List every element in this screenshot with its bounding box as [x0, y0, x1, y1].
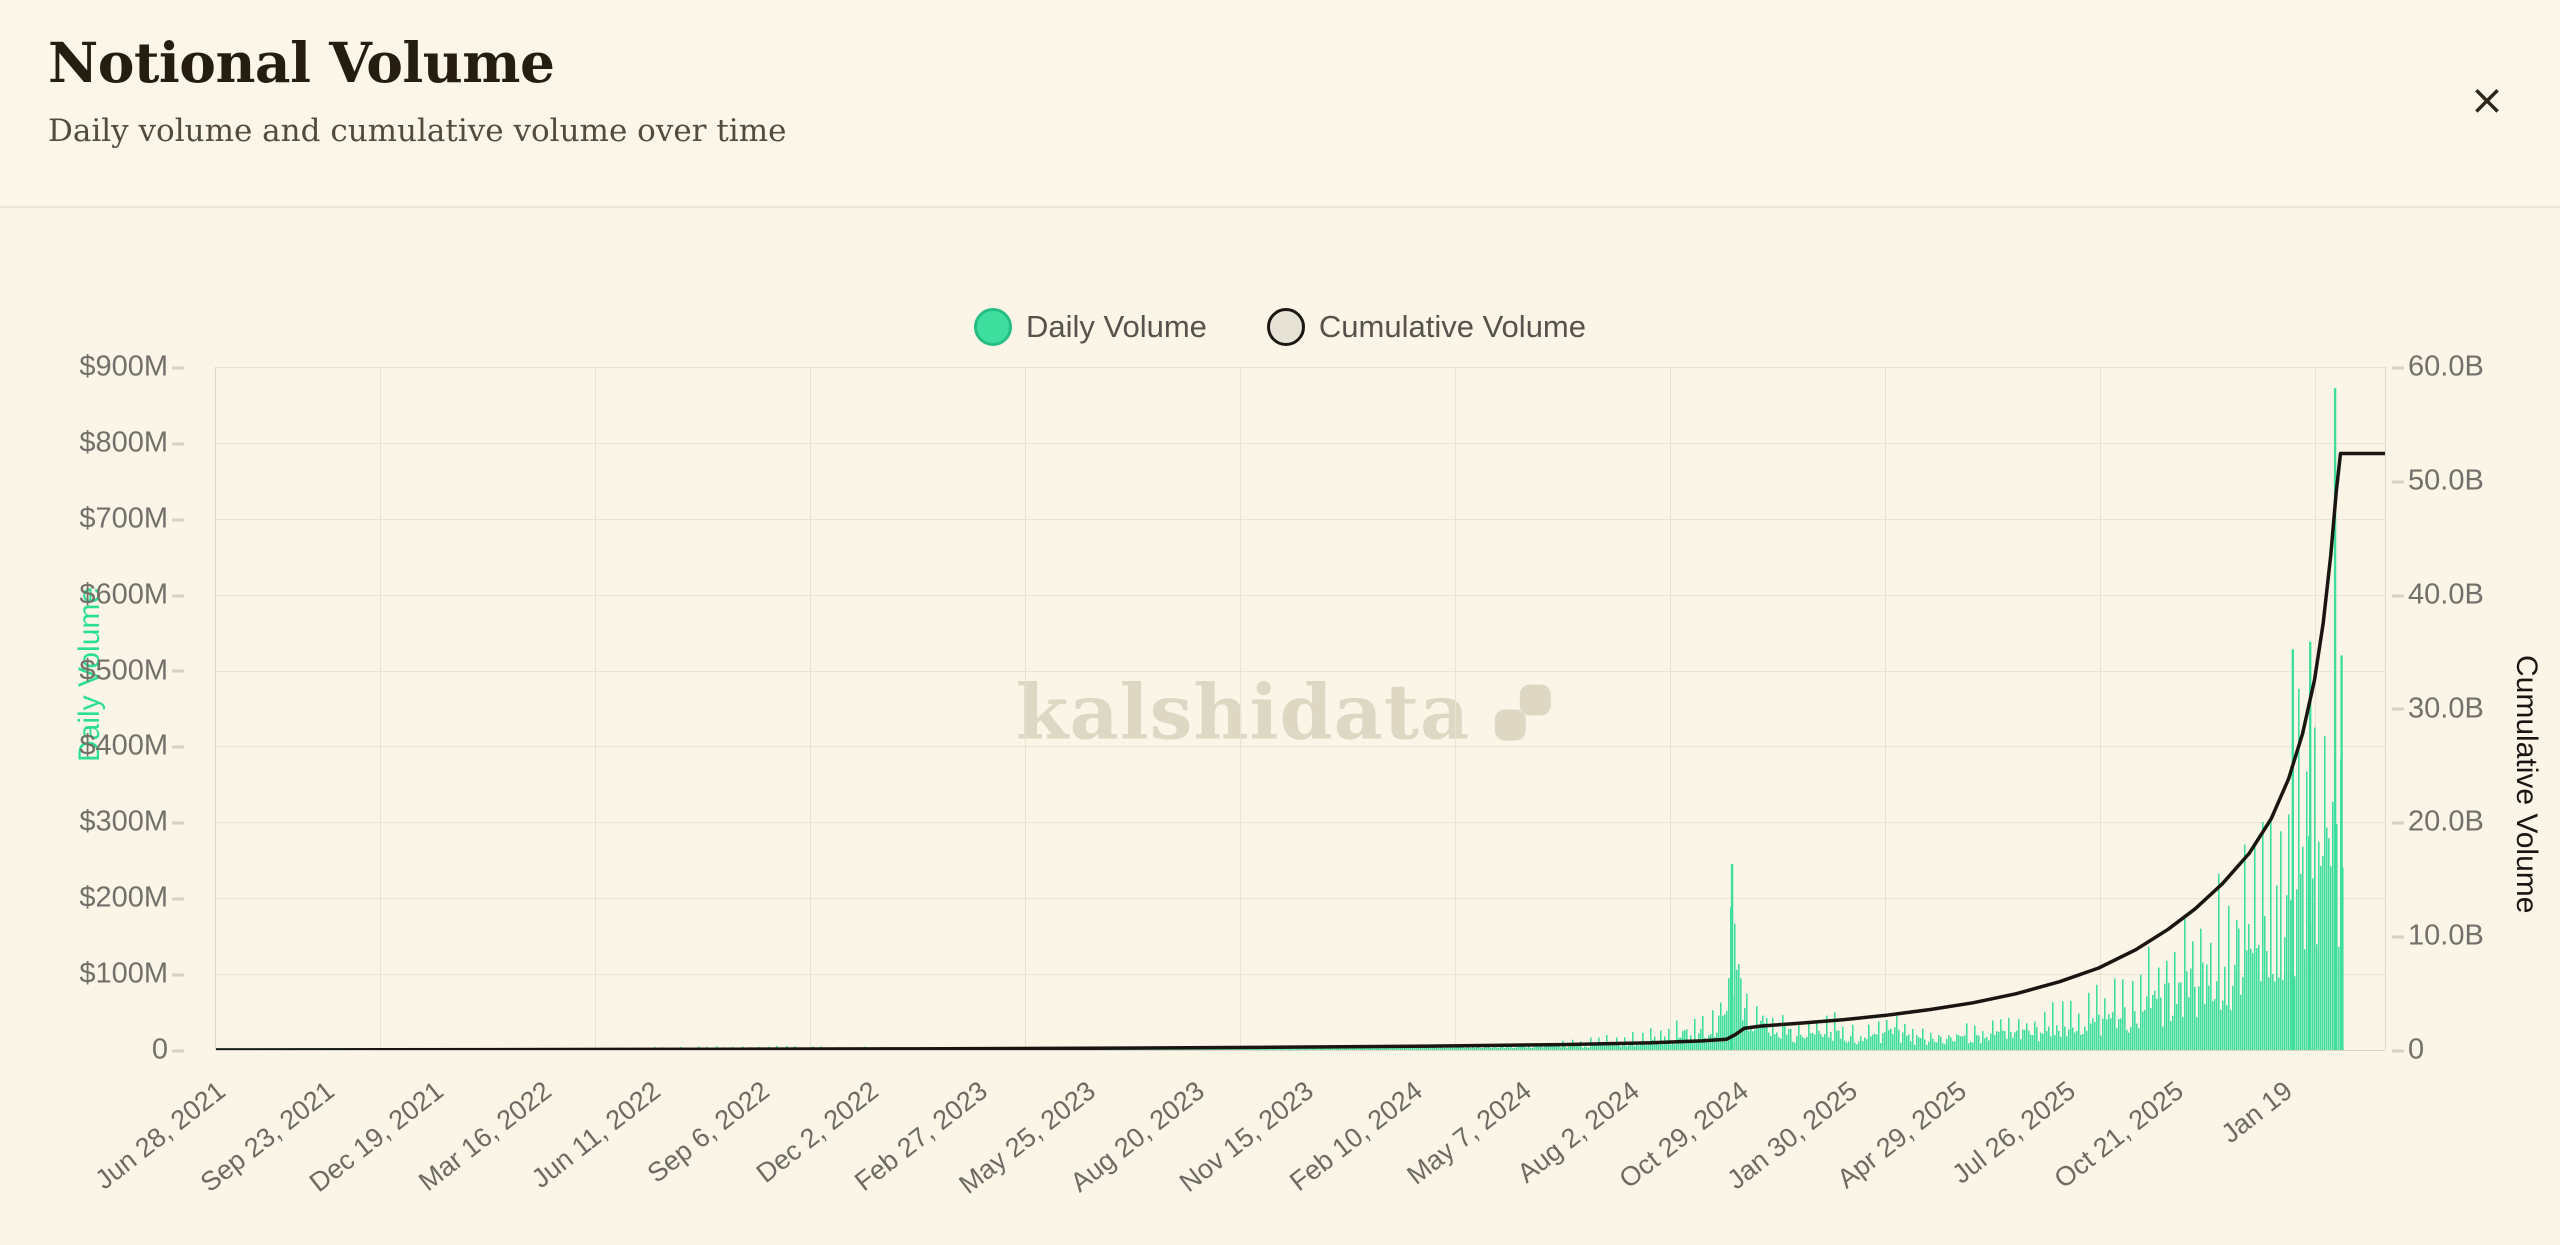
legend-item-cumulative-volume[interactable]: Cumulative Volume: [1266, 308, 1586, 346]
legend-item-daily-volume[interactable]: Daily Volume: [974, 308, 1207, 346]
v-gridline: [1670, 367, 1672, 1050]
h-gridline: [216, 594, 2385, 596]
left-axis-tick-label: $700M: [79, 502, 188, 535]
v-gridline: [1885, 367, 1887, 1050]
page-subtitle: Daily volume and cumulative volume over …: [48, 113, 787, 149]
right-axis-line: [2385, 367, 2386, 1050]
left-axis-tick-label: $800M: [79, 426, 188, 459]
v-gridline: [2100, 367, 2102, 1050]
right-axis-tick-label: 40.0B: [2388, 578, 2484, 611]
h-gridline: [216, 974, 2385, 976]
v-gridline: [1455, 367, 1457, 1050]
bottom-axis-line: [216, 1050, 2385, 1051]
left-axis-tick-label: $100M: [79, 958, 188, 991]
daily-volume-spike-bar: [2291, 649, 2294, 1050]
left-axis-tick-label: $400M: [79, 730, 188, 763]
h-gridline: [216, 442, 2385, 444]
h-gridline: [216, 367, 2385, 368]
daily-volume-spike-bar: [2340, 655, 2343, 1050]
h-gridline: [216, 898, 2385, 900]
h-gridline: [216, 670, 2385, 672]
x-axis-tick-label: Jan 19: [2215, 1075, 2299, 1149]
daily-volume-spike-bar: [1730, 864, 1734, 1050]
legend-label-cumulative-volume: Cumulative Volume: [1318, 309, 1586, 344]
legend-label-daily-volume: Daily Volume: [1026, 309, 1207, 344]
v-gridline: [2315, 367, 2317, 1050]
daily-volume-spike-bar: [2309, 641, 2312, 1050]
right-axis-tick-label: 30.0B: [2388, 692, 2484, 725]
v-gridline: [1240, 367, 1242, 1050]
h-gridline: [216, 746, 2385, 748]
chart-legend: Daily Volume Cumulative Volume: [0, 308, 2560, 346]
v-gridline: [379, 367, 381, 1050]
left-axis-tick-label: $900M: [79, 351, 188, 384]
cumulative-volume-swatch-icon: [1266, 308, 1305, 346]
page-title: Notional Volume: [48, 30, 555, 95]
left-axis-tick-label: $500M: [79, 654, 188, 687]
v-gridline: [594, 367, 596, 1050]
left-axis-line: [215, 367, 216, 1050]
cumulative-volume-line: [216, 451, 2385, 1050]
daily-volume-spike-bar: [2333, 388, 2337, 1050]
h-gridline: [216, 518, 2385, 520]
right-axis-tick-label: 10.0B: [2388, 920, 2484, 953]
header: Notional Volume Daily volume and cumulat…: [0, 0, 2560, 206]
daily-volume-swatch-icon: [974, 308, 1012, 346]
left-axis-tick-label: $200M: [79, 882, 188, 915]
left-axis-tick-label: 0: [152, 1034, 188, 1067]
right-axis-tick-label: 20.0B: [2388, 806, 2484, 839]
left-axis-tick-label: $600M: [79, 578, 188, 611]
chart-canvas: [216, 388, 2385, 1050]
right-axis-tick-label: 0: [2388, 1034, 2424, 1067]
right-axis-tick-label: 60.0B: [2388, 351, 2484, 384]
v-gridline: [810, 367, 812, 1050]
left-axis-tick-label: $300M: [79, 806, 188, 839]
close-icon[interactable]: ×: [2469, 75, 2505, 124]
header-divider: [0, 206, 2560, 208]
v-gridline: [1025, 367, 1027, 1050]
right-axis-tick-label: 50.0B: [2388, 464, 2484, 497]
right-axis-title: Cumulative Volume: [2510, 655, 2543, 914]
h-gridline: [216, 822, 2385, 824]
plot-area[interactable]: [215, 367, 2386, 1051]
